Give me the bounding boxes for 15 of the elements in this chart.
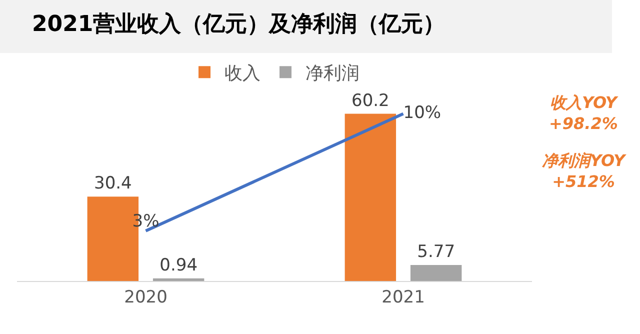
bar <box>410 264 462 281</box>
data-label: 30.4 <box>94 174 132 194</box>
data-label: 10% <box>403 103 442 124</box>
text: 收入YOY +98.2% <box>549 93 618 133</box>
x-tick-label: 2020 <box>124 287 168 308</box>
bar <box>152 278 204 281</box>
data-label: 5.77 <box>417 242 456 262</box>
x-tick-label: 2021 <box>382 287 425 308</box>
data-label: 0.94 <box>160 255 198 276</box>
text: 净利润YOY +512% <box>541 151 626 191</box>
chart-title: 2021营业收入（亿元）及净利润（亿元） <box>32 11 446 38</box>
legend-label: 净利润 <box>306 63 360 84</box>
legend-label: 收入 <box>224 63 260 84</box>
data-label: 60.2 <box>351 90 390 111</box>
bar <box>344 114 396 281</box>
